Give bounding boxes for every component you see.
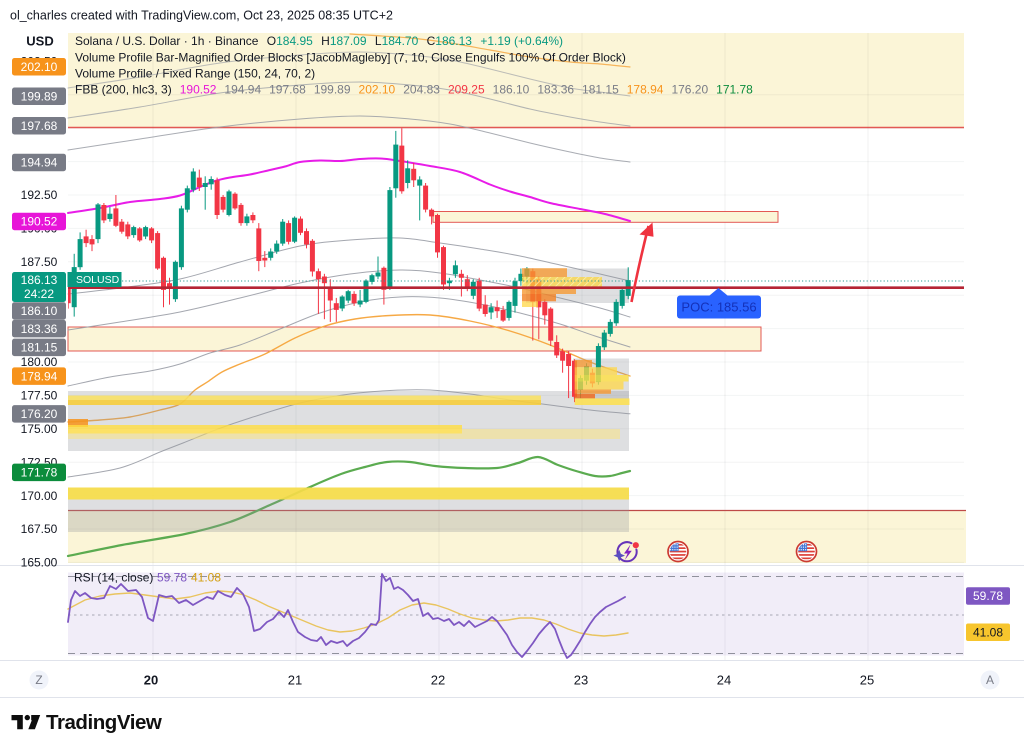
svg-text:165.00: 165.00 (21, 556, 58, 570)
svg-text:21: 21 (288, 673, 302, 688)
svg-text:USD: USD (26, 34, 53, 49)
svg-text:192.50: 192.50 (21, 188, 58, 202)
svg-text:183.36: 183.36 (21, 322, 58, 336)
svg-text:59.78: 59.78 (973, 589, 1003, 603)
svg-text:22: 22 (431, 673, 445, 688)
svg-text:187.50: 187.50 (21, 255, 58, 269)
svg-text:186.13: 186.13 (21, 273, 58, 287)
svg-text:178.94: 178.94 (21, 369, 58, 383)
svg-text:186.10: 186.10 (21, 304, 58, 318)
svg-text:177.50: 177.50 (21, 389, 58, 403)
svg-text:25: 25 (860, 673, 874, 688)
svg-text:190.52: 190.52 (21, 215, 58, 229)
svg-text:Z: Z (35, 673, 42, 687)
svg-text:175.00: 175.00 (21, 422, 58, 436)
svg-text:197.68: 197.68 (21, 119, 58, 133)
svg-text:41.08: 41.08 (191, 571, 221, 585)
svg-text:167.50: 167.50 (21, 522, 58, 536)
svg-text:SOLUSD: SOLUSD (76, 274, 120, 286)
svg-text:ol_charles created with Tradin: ol_charles created with TradingView.com,… (10, 9, 393, 23)
svg-text:59.78: 59.78 (157, 571, 187, 585)
svg-text:24:22: 24:22 (24, 287, 54, 301)
svg-text:Volume Profile Bar-Magnified O: Volume Profile Bar-Magnified Order Block… (75, 51, 626, 65)
svg-text:181.15: 181.15 (21, 341, 58, 355)
svg-text:23: 23 (574, 673, 588, 688)
svg-text:POC: 185.56: POC: 185.56 (681, 300, 756, 315)
svg-text:41.08: 41.08 (973, 626, 1003, 640)
svg-text:TradingView: TradingView (46, 711, 162, 734)
svg-text:170.00: 170.00 (21, 489, 58, 503)
svg-text:A: A (986, 673, 994, 687)
svg-text:171.78: 171.78 (21, 466, 58, 480)
svg-text:194.94: 194.94 (21, 156, 58, 170)
svg-text:199.89: 199.89 (21, 90, 58, 104)
svg-text:Volume Profile / Fixed Range (: Volume Profile / Fixed Range (150, 24, 7… (75, 67, 315, 81)
svg-text:RSI (14, close): RSI (14, close) (74, 571, 153, 585)
svg-text:176.20: 176.20 (21, 407, 58, 421)
svg-text:20: 20 (144, 673, 158, 688)
svg-text:24: 24 (717, 673, 731, 688)
svg-text:202.10: 202.10 (21, 60, 58, 74)
svg-text:180.00: 180.00 (21, 355, 58, 369)
